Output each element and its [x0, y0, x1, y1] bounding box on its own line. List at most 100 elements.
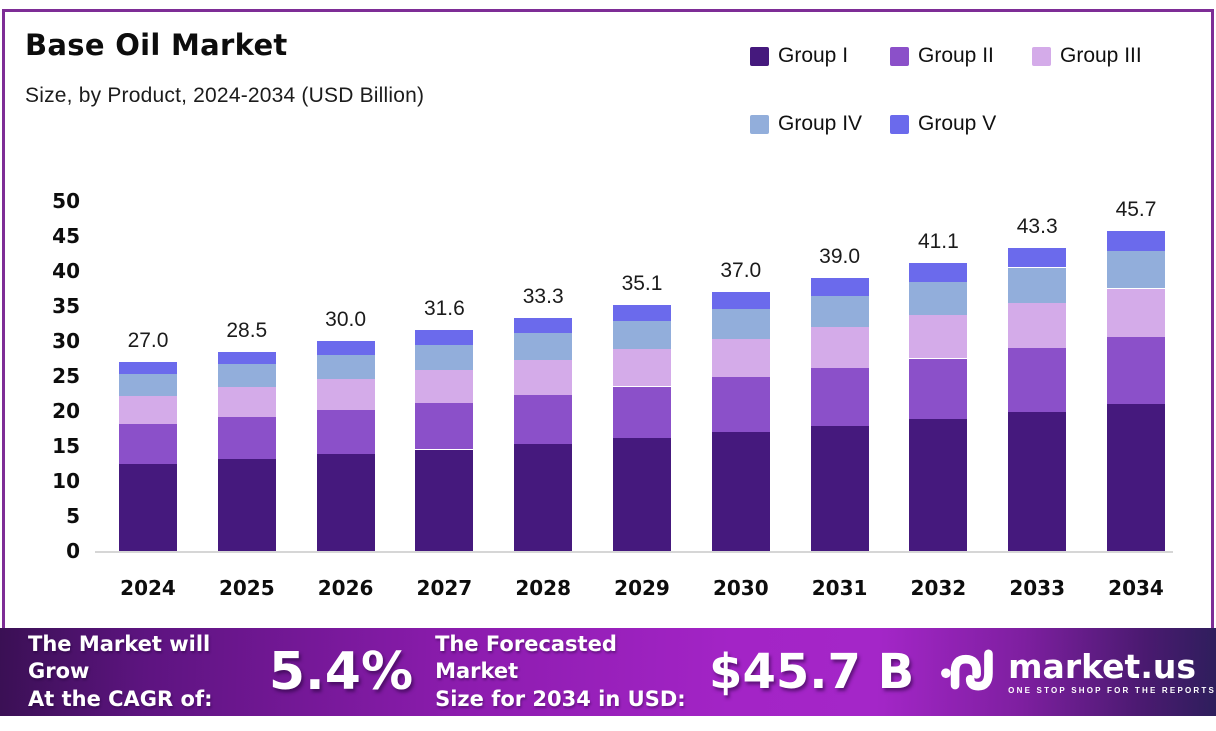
x-tick-label-2028: 2028 [515, 576, 572, 600]
cagr-label: The Market will Grow At the CAGR of: [28, 631, 267, 713]
bar-segment-2033-group-iv [1008, 267, 1067, 303]
legend-label: Group II [918, 44, 994, 67]
bar-segment-2026-group-i [316, 454, 375, 551]
x-tick-label-2033: 2033 [1009, 576, 1066, 600]
legend-swatch-icon [890, 114, 909, 134]
bar-segment-2031-group-ii [810, 368, 869, 426]
bar-segment-2025-group-iii [217, 387, 276, 418]
footer-banner: The Market will Grow At the CAGR of: 5.4… [0, 628, 1216, 716]
x-tick-label-2031: 2031 [811, 576, 868, 600]
bar-segment-2024-group-iv [119, 373, 177, 396]
bar-segment-2024-group-ii [119, 424, 177, 465]
forecast-label-line1: The Forecasted Market [435, 632, 617, 684]
bar-segment-2030-group-i [711, 432, 770, 551]
legend-item-group-iv: Group IV [750, 112, 888, 136]
bar-segment-2034-group-iv [1107, 251, 1165, 289]
bar-segment-2024-group-v [119, 362, 177, 374]
bar-segment-2025-group-i [217, 459, 276, 551]
legend-label: Group IV [778, 112, 863, 135]
y-tick-label: 10 [52, 469, 80, 493]
bar-segment-2026-group-v [316, 341, 375, 355]
x-tick-label-2029: 2029 [614, 576, 670, 600]
legend-swatch-icon [890, 46, 909, 66]
y-tick-label: 5 [66, 504, 80, 528]
bar-segment-2031-group-v [810, 278, 869, 296]
legend-label: Group V [918, 112, 997, 135]
bar-segment-2026-group-ii [316, 410, 375, 455]
legend: Group I Group II Group III Group IV Group V [750, 44, 1192, 136]
page-title: Base Oil Market [25, 28, 288, 62]
x-tick-label-2032: 2032 [910, 576, 967, 600]
bar-segment-2029-group-ii [613, 386, 671, 439]
bar-total-label-2034: 45.7 [1115, 198, 1157, 222]
x-tick-label-2025: 2025 [218, 576, 275, 600]
bar-segment-2030-group-v [711, 292, 770, 309]
bar-segment-2033-group-iii [1008, 302, 1067, 348]
bar-segment-2027-group-iii [415, 370, 474, 404]
bar-segment-2026-group-iii [316, 378, 375, 411]
bar-segment-2033-group-v [1008, 247, 1067, 268]
bar-total-label-2032: 41.1 [917, 230, 959, 254]
bar-segment-2024-group-iii [119, 395, 177, 425]
bar-segment-2030-group-iv [711, 308, 770, 339]
marketus-logo-icon [940, 646, 996, 699]
bar-total-label-2025: 28.5 [226, 318, 268, 342]
bar-segment-2033-group-ii [1008, 348, 1067, 412]
bar-segment-2034-group-i [1107, 404, 1165, 551]
y-tick-label: 0 [66, 539, 80, 563]
bar-segment-2027-group-v [415, 329, 474, 346]
y-tick-label: 45 [52, 224, 80, 248]
bar-segment-2028-group-iii [514, 359, 573, 395]
bar-segment-2024-group-i [119, 464, 177, 551]
bar-segment-2034-group-iii [1107, 288, 1165, 337]
bar-total-label-2024: 27.0 [127, 329, 169, 352]
legend-item-group-ii: Group II [890, 44, 1030, 68]
bar-segment-2034-group-v [1107, 231, 1165, 252]
bar-segment-2032-group-i [909, 418, 968, 551]
legend-item-group-iii: Group III [1032, 44, 1192, 68]
bar-segment-2029-group-iv [613, 321, 671, 350]
bar-segment-2025-group-ii [217, 417, 276, 460]
bar-segment-2025-group-iv [217, 364, 276, 388]
x-tick-label-2030: 2030 [712, 576, 769, 600]
bar-total-label-2026: 30.0 [325, 308, 367, 331]
bar-segment-2031-group-iii [810, 327, 869, 369]
cagr-value: 5.4% [268, 642, 414, 702]
brand-name: market.us [1008, 646, 1196, 686]
bar-segment-2031-group-i [810, 425, 869, 551]
bar-segment-2027-group-i [415, 449, 474, 551]
bar-segment-2027-group-iv [415, 345, 474, 371]
legend-swatch-icon [750, 114, 769, 134]
bar-segment-2030-group-iii [711, 338, 770, 378]
bar-segment-2028-group-iv [514, 333, 573, 360]
x-tick-label-2027: 2027 [416, 576, 473, 600]
y-tick-label: 50 [52, 189, 80, 213]
bar-segment-2032-group-iii [909, 315, 968, 359]
page-subtitle: Size, by Product, 2024-2034 (USD Billion… [25, 84, 425, 107]
bar-segment-2026-group-iv [316, 355, 375, 379]
y-tick-label: 15 [52, 434, 80, 458]
x-tick-label-2024: 2024 [120, 576, 176, 600]
legend-item-group-v: Group V [890, 112, 1030, 136]
bar-segment-2028-group-i [514, 443, 573, 551]
bar-segment-2028-group-v [514, 317, 573, 334]
bar-segment-2033-group-i [1008, 411, 1067, 551]
bar-segment-2029-group-v [613, 305, 671, 322]
bar-total-label-2027: 31.6 [423, 296, 465, 320]
legend-item-group-i: Group I [750, 44, 888, 68]
y-tick-label: 30 [52, 329, 80, 353]
bar-segment-2031-group-iv [810, 295, 869, 327]
bar-total-label-2028: 33.3 [522, 284, 564, 308]
bar-total-label-2030: 37.0 [720, 259, 762, 282]
bar-segment-2028-group-ii [514, 394, 573, 444]
bar-segment-2032-group-iv [909, 282, 968, 316]
cagr-label-line1: The Market will Grow [28, 632, 211, 684]
cagr-label-line2: At the CAGR of: [28, 686, 213, 711]
brand-logo: market.us ONE STOP SHOP FOR THE REPORTS [940, 646, 1216, 699]
y-tick-label: 25 [52, 364, 80, 388]
bar-segment-2030-group-ii [711, 377, 770, 432]
bar-segment-2027-group-ii [415, 403, 474, 450]
forecast-label: The Forecasted Market Size for 2034 in U… [435, 631, 691, 713]
bar-segment-2034-group-ii [1107, 336, 1165, 404]
